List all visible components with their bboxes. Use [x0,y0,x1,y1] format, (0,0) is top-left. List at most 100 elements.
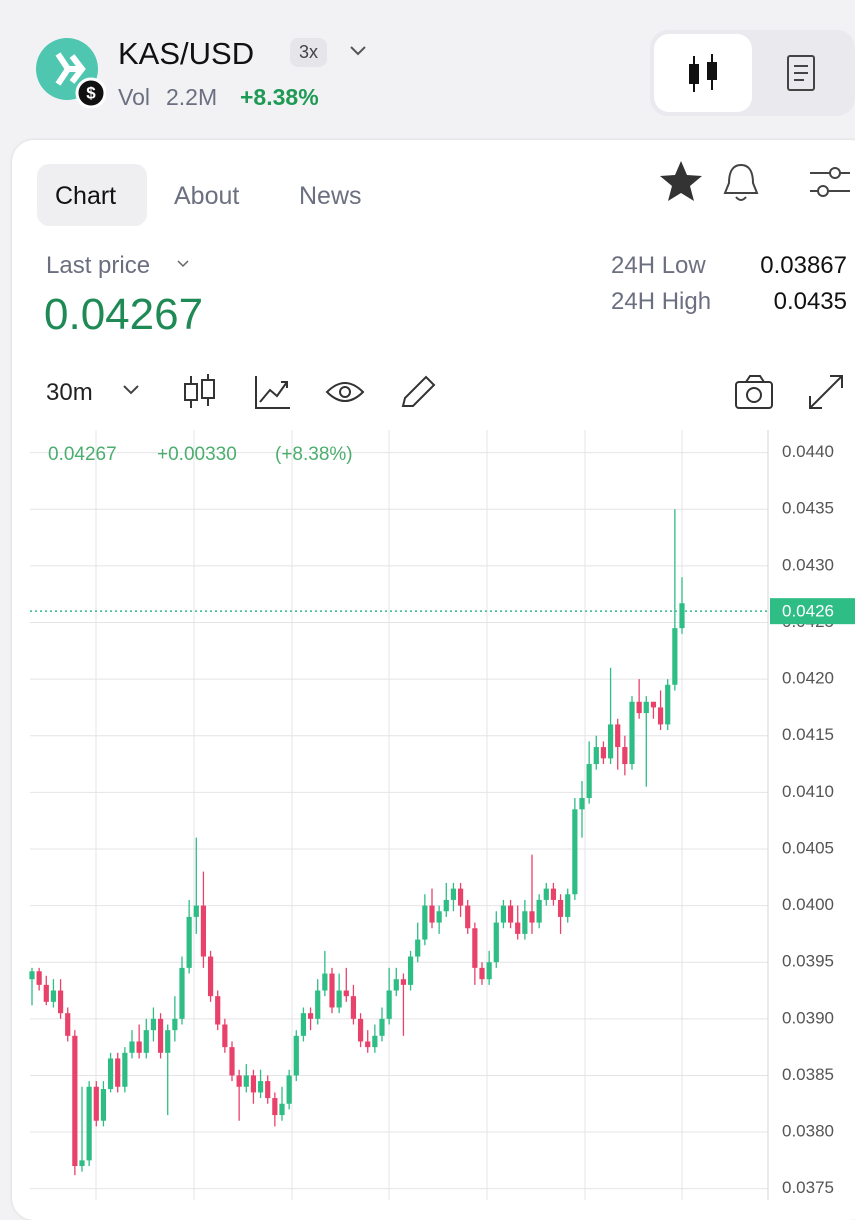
legend-price: 0.04267 [48,444,117,465]
candle-body [29,971,35,980]
candle-body [129,1041,135,1053]
candle-body [665,684,671,725]
candle-body [293,1035,299,1076]
indicators[interactable] [255,376,290,409]
candle-body [357,1018,364,1042]
candle-body [515,922,521,934]
price-tag-label: 0.0426 [782,602,834,621]
card [12,140,855,1220]
candle-body [350,996,357,1019]
bell[interactable] [723,163,759,201]
candle-body [100,1089,107,1121]
candle-body [429,905,435,923]
y-tick-label: 0.0390 [782,1008,834,1027]
candle-body [107,1058,114,1090]
tab[interactable]: News [299,182,362,210]
candle-body [586,764,592,799]
candle-type[interactable] [184,374,215,408]
candle-body [529,911,535,923]
candle-body [650,701,657,708]
y-tick-label: 0.0440 [782,442,834,461]
candle-body [415,939,421,957]
candle-body [600,747,607,759]
candle-body [479,967,485,980]
candle-body [622,747,628,765]
tab[interactable]: Chart [55,182,117,210]
volume: 2.2M [166,84,218,110]
snapshot[interactable] [735,375,773,409]
candle-body [186,916,192,968]
view-switch [650,30,855,116]
candle-body [307,1013,314,1019]
candle-body [315,990,321,1019]
y-tick-label: 0.0395 [782,952,834,971]
candle-body [643,701,649,714]
candle-body [443,899,449,912]
candle-body [115,1058,121,1087]
price-tag [770,598,855,625]
fullscreen[interactable] [809,375,843,409]
candle-view[interactable] [654,34,752,112]
candle-body [179,967,185,1019]
toolbar-icons [123,374,843,409]
candle-body [329,973,335,1008]
candle-body [465,905,471,929]
y-tick-label: 0.0420 [782,669,834,688]
candle-body [486,962,492,980]
change: +8.38% [240,84,319,110]
draw[interactable] [401,375,436,407]
candle-body [636,701,642,714]
candle-body [207,956,214,997]
list-view[interactable] [780,52,820,96]
candle-body [222,1024,228,1048]
tab[interactable]: About [174,182,240,210]
last-price-label[interactable]: Last price [46,252,151,279]
dropdown-icon[interactable] [348,44,368,58]
interval[interactable]: 30m [46,379,93,406]
candle-body [43,984,49,1002]
settings[interactable] [810,167,850,197]
candle-body [557,899,564,917]
high-label: 24H High [611,288,712,315]
candle-body [472,928,478,968]
candle-body [372,1035,378,1048]
candle-body [143,1030,149,1053]
visibility[interactable] [325,382,365,402]
candle-body [393,979,399,991]
candle-body [379,1018,385,1036]
y-tick-label: 0.0410 [782,782,834,801]
candle-body [36,971,42,985]
y-tick-label: 0.0375 [782,1178,834,1197]
candle-body [279,1103,285,1116]
candle-body [629,701,635,765]
y-tick-label: 0.0385 [782,1065,834,1084]
candle-body [65,1013,71,1036]
y-tick-label: 0.0380 [782,1122,834,1141]
pair: KAS/USD [118,36,255,71]
candle-body [550,888,557,900]
candle-body [229,1047,235,1076]
candle-body [536,899,542,923]
candle-body [250,1075,257,1093]
y-tick-label: 0.0400 [782,895,834,914]
caret [177,260,189,268]
legend-percent: (+8.38%) [275,444,353,465]
candle-body [400,979,407,985]
y-tick-label: 0.0415 [782,725,834,744]
leverage[interactable]: 3x [290,38,328,67]
candle-body [57,990,64,1014]
candle-body [672,628,678,685]
high: 0.0435 [773,288,847,315]
candle-body [572,809,578,895]
candle-body [386,990,392,1019]
candle-body [565,894,571,917]
candle-body [286,1075,292,1104]
candle-body [365,1041,371,1048]
candle-body [436,911,442,923]
candle-body [157,1018,164,1053]
tab-active-bg [37,164,147,226]
low: 0.03867 [760,252,847,279]
candle-body [579,798,585,810]
candle-body [657,707,664,725]
star[interactable] [660,161,702,201]
